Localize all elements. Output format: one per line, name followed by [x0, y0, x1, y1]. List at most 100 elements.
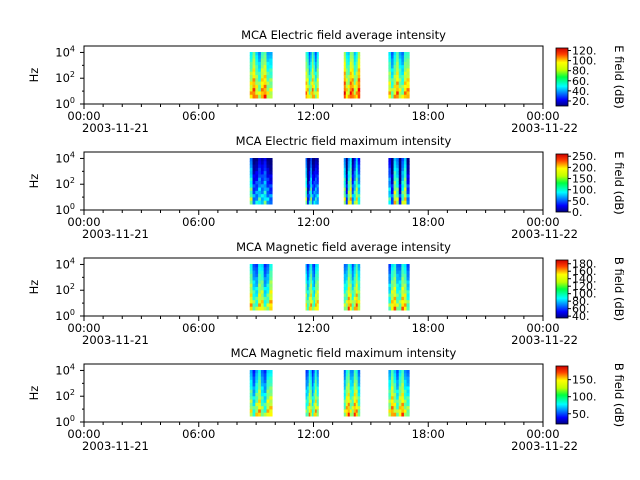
- spectrogram-cell: [396, 386, 400, 391]
- spectrogram-cell: [252, 280, 256, 285]
- spectrogram-cell: [355, 194, 359, 198]
- spectrogram-cell: [388, 412, 392, 417]
- spectrogram-cell: [252, 264, 256, 268]
- spectrogram-cell: [357, 376, 361, 381]
- spectrogram-cell: [349, 293, 353, 298]
- spectrogram-cell: [307, 167, 310, 172]
- spectrogram-cell: [308, 399, 311, 404]
- spectrogram-cell: [343, 402, 347, 407]
- spectrogram-cell: [266, 287, 270, 291]
- spectrogram-cell: [396, 383, 400, 387]
- colorbar-tick-label: 160.: [572, 265, 597, 278]
- spectrogram-cell: [345, 273, 349, 278]
- spectrogram-cell: [355, 78, 359, 83]
- spectrogram-cell: [308, 184, 311, 189]
- spectrogram-cell: [255, 184, 259, 189]
- spectrogram-cell: [252, 171, 256, 175]
- spectrogram-cell: [401, 386, 405, 391]
- spectrogram-cell: [249, 300, 254, 304]
- spectrogram-cell: [266, 376, 270, 381]
- spectrogram-cell: [308, 71, 311, 76]
- spectrogram-cell: [260, 277, 265, 281]
- spectrogram-cell: [252, 402, 256, 407]
- spectrogram-cell: [258, 376, 262, 381]
- spectrogram-cell: [393, 300, 397, 304]
- spectrogram-cell: [269, 296, 273, 301]
- spectrogram-cell: [398, 187, 402, 192]
- spectrogram-cell: [388, 81, 392, 86]
- spectrogram-cell: [388, 55, 392, 60]
- spectrogram-cell: [406, 306, 410, 311]
- spectrogram-cell: [266, 91, 270, 96]
- spectrogram-cell: [266, 389, 270, 394]
- spectrogram-cell: [396, 393, 400, 397]
- spectrogram-cell: [349, 393, 353, 397]
- spectrogram-cell: [252, 200, 256, 205]
- spectrogram-cell: [311, 409, 314, 414]
- spectrogram-cell: [269, 158, 273, 162]
- spectrogram-cell: [313, 177, 316, 182]
- spectrogram-cell: [347, 273, 351, 278]
- spectrogram-cell: [351, 306, 355, 311]
- spectrogram-cell: [269, 164, 273, 169]
- spectrogram-cell: [249, 264, 254, 268]
- spectrogram-cell: [345, 379, 349, 384]
- spectrogram-cell: [307, 293, 310, 298]
- spectrogram-cell: [305, 396, 308, 401]
- spectrogram-cell: [351, 171, 355, 175]
- spectrogram-cell: [252, 197, 256, 202]
- spectrogram-cell: [258, 174, 262, 179]
- spectrogram-cell: [345, 71, 349, 76]
- spectrogram-cell: [388, 306, 392, 311]
- spectrogram-cell: [355, 164, 359, 169]
- spectrogram-cell: [398, 386, 402, 391]
- spectrogram-cell: [357, 91, 361, 96]
- spectrogram-cell: [406, 396, 410, 401]
- spectrogram-cell: [355, 290, 359, 295]
- spectrogram-cell: [406, 177, 410, 182]
- spectrogram-cell: [313, 81, 316, 86]
- spectrogram-cell: [351, 55, 355, 60]
- spectrogram-cell: [349, 373, 353, 378]
- spectrogram-cell: [255, 167, 259, 172]
- spectrogram-cell: [260, 306, 265, 311]
- spectrogram-cell: [349, 161, 353, 166]
- spectrogram-cell: [406, 412, 410, 417]
- spectrogram-cell: [266, 71, 270, 76]
- spectrogram-cell: [396, 409, 400, 414]
- spectrogram-cell: [263, 190, 267, 195]
- spectrogram-cell: [390, 197, 395, 202]
- spectrogram-cell: [349, 158, 353, 162]
- spectrogram-cell: [305, 383, 308, 387]
- spectrogram-cell: [355, 293, 359, 298]
- spectrogram-cell: [349, 94, 353, 99]
- spectrogram-cell: [388, 396, 392, 401]
- spectrogram-cell: [249, 370, 254, 374]
- spectrogram-cell: [313, 267, 316, 272]
- spectrogram-cell: [345, 412, 349, 417]
- spectrogram-cell: [255, 190, 259, 195]
- spectrogram-cell: [252, 94, 256, 99]
- spectrogram-cell: [308, 280, 311, 285]
- spectrogram-cell: [347, 55, 351, 60]
- spectrogram-cell: [401, 393, 405, 397]
- spectrogram-cell: [269, 174, 273, 179]
- spectrogram-cell: [351, 396, 355, 401]
- spectrogram-cell: [401, 277, 405, 281]
- spectrogram-cell: [255, 91, 259, 96]
- spectrogram-cell: [266, 283, 270, 288]
- colorbar-tick-label: 50.: [572, 408, 590, 421]
- spectrogram-cell: [398, 277, 402, 281]
- spectrogram-cell: [396, 55, 400, 60]
- spectrogram-cell: [269, 412, 273, 417]
- spectrogram-cell: [349, 197, 353, 202]
- spectrogram-cell: [343, 277, 347, 281]
- spectrogram-cell: [357, 71, 361, 76]
- spectrogram-cell: [398, 52, 402, 56]
- spectrogram-cell: [406, 406, 410, 410]
- y-tick-label: 102: [55, 388, 75, 403]
- spectrogram-cell: [269, 280, 273, 285]
- spectrogram-cell: [393, 379, 397, 384]
- spectrogram-cell: [357, 94, 361, 99]
- spectrogram-cell: [351, 409, 355, 414]
